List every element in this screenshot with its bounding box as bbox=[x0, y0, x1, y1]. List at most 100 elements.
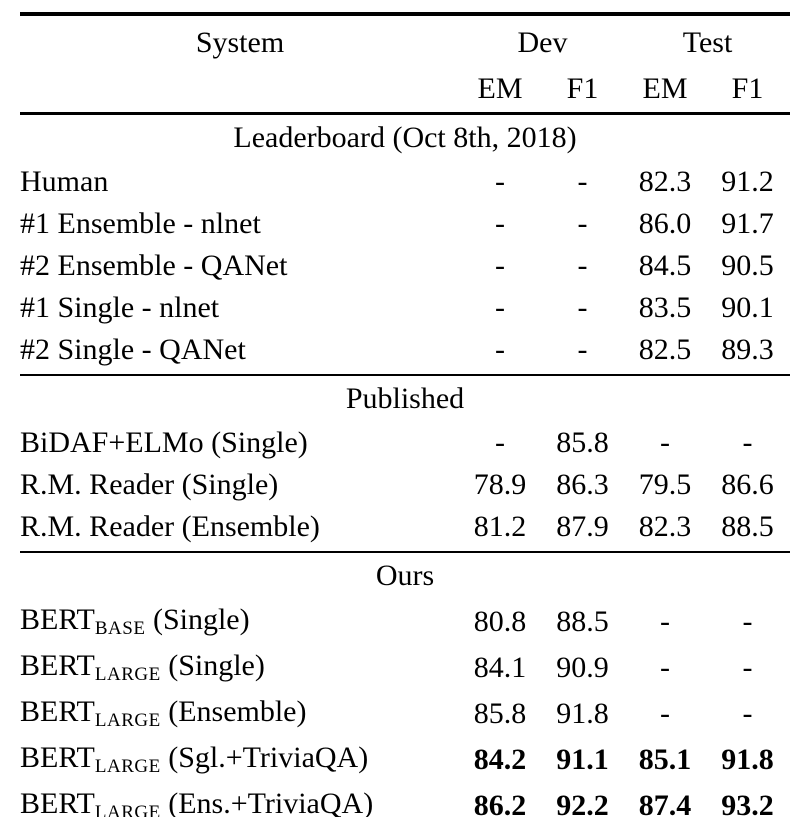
system-name: #1 Ensemble - nlnet bbox=[20, 207, 261, 240]
test-f1-cell: 91.2 bbox=[721, 165, 774, 198]
system-name-suffix: (Ens.+TriviaQA) bbox=[160, 787, 374, 817]
system-name: BERT bbox=[20, 695, 95, 728]
table-row: #1 Single - nlnet - - 83.5 90.1 bbox=[20, 287, 790, 329]
header-row-groups: System Dev Test bbox=[20, 14, 790, 66]
dev-em-cell: - bbox=[495, 165, 505, 198]
spacer-cell bbox=[20, 66, 460, 115]
system-cell: BiDAF+ELMo (Single) bbox=[20, 422, 460, 464]
section-title: Ours bbox=[375, 559, 435, 592]
dev-f1-cell: 86.3 bbox=[556, 468, 609, 501]
table-row: #1 Ensemble - nlnet - - 86.0 91.7 bbox=[20, 203, 790, 245]
column-group-test: Test bbox=[682, 26, 733, 59]
system-cell: Human bbox=[20, 161, 460, 203]
test-em-cell: 84.5 bbox=[638, 249, 692, 282]
dev-em-cell: 84.2 bbox=[473, 743, 527, 776]
dev-f1-cell: 90.9 bbox=[556, 651, 609, 684]
dev-f1-cell: - bbox=[577, 165, 588, 198]
dev-em-cell: 86.2 bbox=[473, 789, 527, 817]
column-header-dev-em: EM bbox=[460, 66, 540, 115]
dev-em-cell: 80.8 bbox=[473, 605, 527, 638]
model-size-subscript: LARGE bbox=[94, 802, 161, 817]
system-cell: R.M. Reader (Ensemble) bbox=[20, 506, 460, 553]
test-em-cell: 85.1 bbox=[638, 743, 692, 776]
test-f1-cell: 88.5 bbox=[705, 506, 790, 553]
header-row-metrics: EM F1 EM F1 bbox=[20, 66, 790, 115]
table-row: #2 Single - QANet - - 82.5 89.3 bbox=[20, 329, 790, 376]
test-em-cell: - bbox=[660, 426, 670, 459]
model-size-subscript: BASE bbox=[94, 618, 146, 639]
dev-f1-cell: 88.5 bbox=[556, 605, 609, 638]
table-row: BERTLARGE (Ens.+TriviaQA) 86.2 92.2 87.4… bbox=[20, 783, 790, 817]
system-name: BERT bbox=[20, 741, 95, 774]
test-em-cell: 82.3 bbox=[638, 165, 692, 198]
dev-f1-cell: - bbox=[577, 249, 588, 282]
test-f1-cell: - bbox=[742, 426, 753, 459]
system-name: BiDAF+ELMo (Single) bbox=[20, 426, 308, 459]
system-cell: BERTLARGE (Sgl.+TriviaQA) bbox=[20, 737, 460, 783]
system-name-suffix: (Single) bbox=[145, 603, 250, 636]
table-row: BERTBASE (Single) 80.8 88.5 - - bbox=[20, 599, 790, 645]
test-f1-cell: 91.8 bbox=[721, 743, 774, 776]
test-f1-cell: 93.2 bbox=[721, 789, 774, 817]
test-em-cell: 82.5 bbox=[625, 329, 705, 376]
dev-f1-cell: - bbox=[540, 329, 625, 376]
test-em-cell: 82.3 bbox=[625, 506, 705, 553]
section-header-ours: Ours bbox=[20, 552, 790, 599]
dev-em-cell: - bbox=[495, 291, 505, 324]
table-row: Human - - 82.3 91.2 bbox=[20, 161, 790, 203]
column-header-dev-f1: F1 bbox=[540, 66, 625, 115]
system-cell: BERTLARGE (Single) bbox=[20, 645, 460, 691]
system-name: BERT bbox=[20, 787, 95, 817]
dev-em-cell: - bbox=[495, 207, 505, 240]
results-table-container: System Dev Test EM F1 EM F1 Leaderboard … bbox=[20, 12, 790, 817]
model-size-subscript: LARGE bbox=[94, 710, 161, 731]
test-f1-cell: 91.7 bbox=[721, 207, 774, 240]
system-cell: #2 Ensemble - QANet bbox=[20, 245, 460, 287]
dev-f1-cell: 91.1 bbox=[556, 743, 609, 776]
system-cell: #1 Ensemble - nlnet bbox=[20, 203, 460, 245]
test-em-cell: - bbox=[660, 605, 670, 638]
system-name: BERT bbox=[20, 649, 95, 682]
squad-results-table: System Dev Test EM F1 EM F1 Leaderboard … bbox=[20, 12, 790, 817]
column-header-test-f1: F1 bbox=[705, 66, 790, 115]
column-header-system: System bbox=[195, 26, 285, 59]
system-cell: BERTLARGE (Ens.+TriviaQA) bbox=[20, 783, 460, 817]
system-cell: R.M. Reader (Single) bbox=[20, 464, 460, 506]
test-f1-cell: - bbox=[742, 605, 753, 638]
system-name: Human bbox=[20, 165, 109, 198]
dev-f1-cell: 87.9 bbox=[540, 506, 625, 553]
dev-em-cell: - bbox=[495, 249, 505, 282]
test-f1-cell: 90.1 bbox=[721, 291, 774, 324]
system-cell: BERTLARGE (Ensemble) bbox=[20, 691, 460, 737]
system-name: #2 Ensemble - QANet bbox=[20, 249, 288, 282]
test-em-cell: 87.4 bbox=[638, 789, 692, 817]
system-name-suffix: (Sgl.+TriviaQA) bbox=[160, 741, 369, 774]
table-row: BERTLARGE (Single) 84.1 90.9 - - bbox=[20, 645, 790, 691]
table-row: BERTLARGE (Sgl.+TriviaQA) 84.2 91.1 85.1… bbox=[20, 737, 790, 783]
system-cell: #1 Single - nlnet bbox=[20, 287, 460, 329]
model-size-subscript: LARGE bbox=[94, 756, 161, 777]
system-cell: #2 Single - QANet bbox=[20, 329, 460, 376]
dev-f1-cell: 92.2 bbox=[556, 789, 609, 817]
table-row: BERTLARGE (Ensemble) 85.8 91.8 - - bbox=[20, 691, 790, 737]
system-name: #1 Single - nlnet bbox=[20, 291, 220, 324]
test-em-cell: - bbox=[660, 651, 670, 684]
test-f1-cell: - bbox=[742, 697, 753, 730]
system-name: #2 Single - QANet bbox=[20, 333, 246, 366]
section-header-published: Published bbox=[20, 375, 790, 422]
test-f1-cell: - bbox=[742, 651, 753, 684]
test-f1-cell: 86.6 bbox=[721, 468, 774, 501]
system-name-suffix: (Ensemble) bbox=[160, 695, 307, 728]
table-row: #2 Ensemble - QANet - - 84.5 90.5 bbox=[20, 245, 790, 287]
table-row: R.M. Reader (Single) 78.9 86.3 79.5 86.6 bbox=[20, 464, 790, 506]
section-title: Leaderboard (Oct 8th, 2018) bbox=[233, 121, 577, 154]
system-cell: BERTBASE (Single) bbox=[20, 599, 460, 645]
dev-em-cell: - bbox=[460, 329, 540, 376]
system-name: R.M. Reader (Ensemble) bbox=[20, 510, 320, 543]
dev-em-cell: 85.8 bbox=[473, 697, 527, 730]
dev-em-cell: 84.1 bbox=[473, 651, 527, 684]
dev-em-cell: 81.2 bbox=[460, 506, 540, 553]
model-size-subscript: LARGE bbox=[94, 664, 161, 685]
test-f1-cell: 89.3 bbox=[705, 329, 790, 376]
dev-f1-cell: 91.8 bbox=[556, 697, 609, 730]
